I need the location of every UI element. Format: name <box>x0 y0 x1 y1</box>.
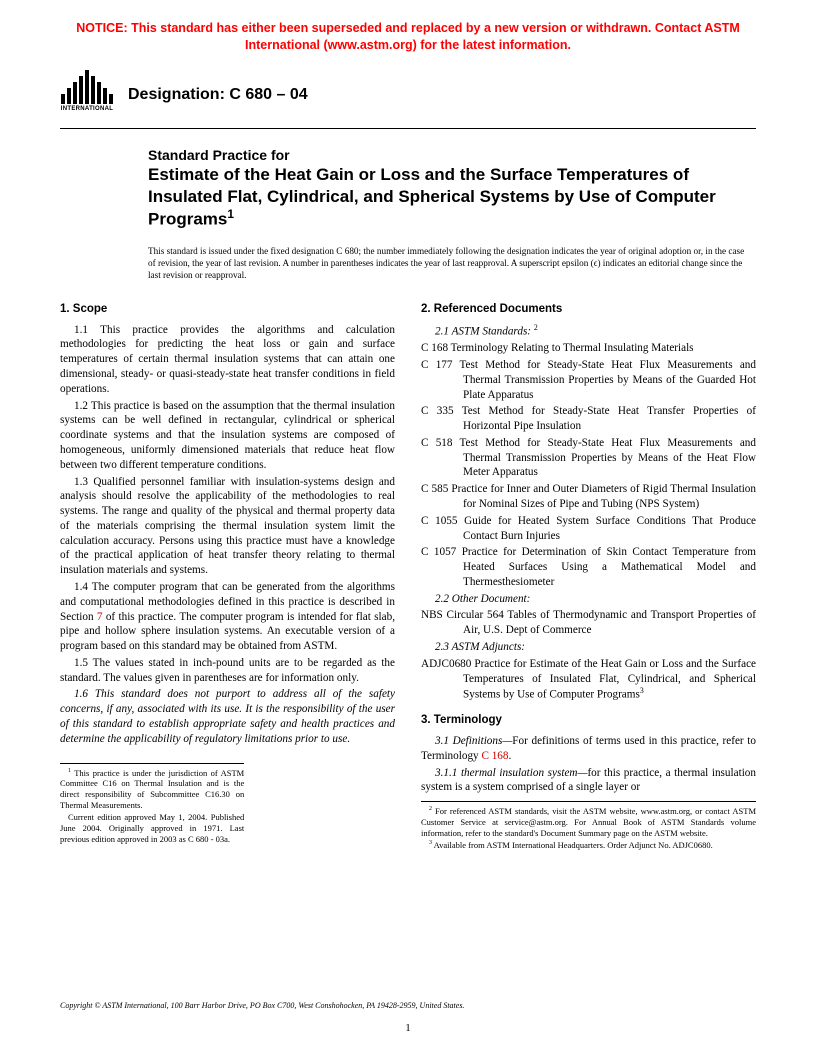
terminology-heading: 3. Terminology <box>421 713 756 728</box>
adj-text: ADJC0680 Practice for Estimate of the He… <box>421 658 756 701</box>
footnote-2-ref: 2 <box>534 323 538 332</box>
body-columns: 1. Scope 1.1 This practice provides the … <box>60 302 756 852</box>
header-rule <box>60 128 756 129</box>
c168-link[interactable]: C 168 <box>481 750 508 762</box>
ref-nbs564: NBS Circular 564 Tables of Thermodynamic… <box>421 608 756 638</box>
ref-c335: C 335 Test Method for Steady-State Heat … <box>421 404 756 434</box>
ref-c585: C 585 Practice for Inner and Outer Diame… <box>421 482 756 512</box>
title-prefix: Standard Practice for <box>148 147 756 165</box>
astm-logo: INTERNATIONAL <box>60 68 114 122</box>
copyright-line: Copyright © ASTM International, 100 Barr… <box>60 1001 464 1010</box>
left-column: 1. Scope 1.1 This practice provides the … <box>60 302 395 852</box>
scope-1-1: 1.1 This practice provides the algorithm… <box>60 323 395 397</box>
ref-c168: C 168 Terminology Relating to Thermal In… <box>421 341 756 356</box>
designation-line: Designation: C 680 – 04 <box>128 86 308 104</box>
astm-standards-label: 2.1 ASTM Standards: <box>435 325 531 337</box>
footnote-3-text: Available from ASTM International Headqu… <box>434 840 713 850</box>
footnote-1-text: This practice is under the jurisdiction … <box>60 768 244 811</box>
scope-1-6: 1.6 This standard does not purport to ad… <box>60 687 395 746</box>
footnote-2: 2 For referenced ASTM standards, visit t… <box>421 806 756 839</box>
footnote-3-ref: 3 <box>640 686 644 695</box>
page-number: 1 <box>0 1022 816 1034</box>
astm-adjuncts-subhead: 2.3 ASTM Adjuncts: <box>421 640 756 655</box>
astm-standards-subhead: 2.1 ASTM Standards: 2 <box>421 323 756 340</box>
other-document-subhead: 2.2 Other Document: <box>421 592 756 607</box>
header-row: INTERNATIONAL Designation: C 680 – 04 <box>60 68 756 122</box>
footnote-3: 3 Available from ASTM International Head… <box>421 840 756 851</box>
scope-1-5: 1.5 The values stated in inch-pound unit… <box>60 656 395 686</box>
referenced-docs-heading: 2. Referenced Documents <box>421 302 756 317</box>
left-footnotes: 1 This practice is under the jurisdictio… <box>60 763 244 845</box>
issuance-note: This standard is issued under the fixed … <box>148 246 756 282</box>
footnote-1: 1 This practice is under the jurisdictio… <box>60 768 244 812</box>
ref-c518: C 518 Test Method for Steady-State Heat … <box>421 436 756 480</box>
title-footnote-ref: 1 <box>227 207 234 221</box>
scope-1-3: 1.3 Qualified personnel familiar with in… <box>60 475 395 578</box>
supersession-notice: NOTICE: This standard has either been su… <box>60 20 756 54</box>
footnote-1b: Current edition approved May 1, 2004. Pu… <box>60 812 244 845</box>
ref-c177: C 177 Test Method for Steady-State Heat … <box>421 358 756 402</box>
term-3-1-1: 3.1.1 thermal insulation system—for this… <box>421 766 756 796</box>
term-3-1: 3.1 Definitions—For definitions of terms… <box>421 734 756 764</box>
ref-adjc0680: ADJC0680 Practice for Estimate of the He… <box>421 657 756 703</box>
thermal-insulation-system-label: 3.1.1 thermal insulation system— <box>435 767 587 779</box>
footnote-2-text: For referenced ASTM standards, visit the… <box>421 806 756 838</box>
title-block: Standard Practice for Estimate of the He… <box>148 147 756 230</box>
logo-sublabel: INTERNATIONAL <box>60 106 114 112</box>
definitions-label: 3.1 Definitions— <box>435 735 512 747</box>
term-3-1-end: . <box>508 750 511 762</box>
right-column: 2. Referenced Documents 2.1 ASTM Standar… <box>421 302 756 852</box>
scope-1-4-b: of this practice. The computer program i… <box>60 611 395 653</box>
right-footnotes: 2 For referenced ASTM standards, visit t… <box>421 801 756 851</box>
scope-heading: 1. Scope <box>60 302 395 317</box>
scope-1-4: 1.4 The computer program that can be gen… <box>60 580 395 654</box>
scope-1-2: 1.2 This practice is based on the assump… <box>60 399 395 473</box>
title-main: Estimate of the Heat Gain or Loss and th… <box>148 164 756 229</box>
ref-c1055: C 1055 Guide for Heated System Surface C… <box>421 514 756 544</box>
ref-c1057: C 1057 Practice for Determination of Ski… <box>421 545 756 589</box>
